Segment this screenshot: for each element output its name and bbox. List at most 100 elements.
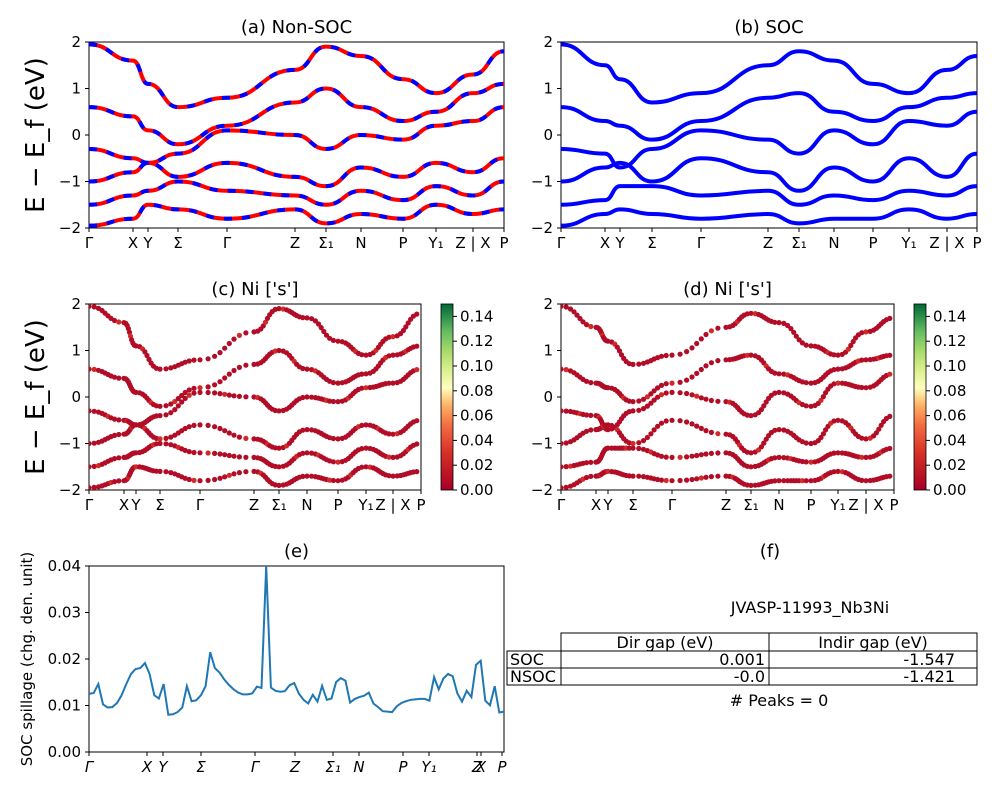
band-point — [563, 440, 569, 446]
band-point — [212, 476, 218, 483]
band-point — [776, 320, 782, 326]
band-point — [820, 394, 827, 400]
colorbar-tick-label: 0.00 — [460, 481, 493, 499]
band-point — [715, 358, 721, 364]
y-axis-label: SOC spillage (chg. den. unit) — [18, 552, 36, 767]
band-point — [212, 353, 218, 359]
band-point — [168, 410, 174, 416]
band-point — [330, 380, 336, 386]
band-point — [571, 309, 577, 315]
band-point — [677, 454, 683, 460]
x-tick-label: Z | X — [455, 234, 490, 252]
band-point — [186, 424, 192, 430]
band-point — [588, 380, 594, 386]
band-point — [808, 380, 814, 386]
band-point — [799, 478, 806, 484]
y-tick-label: −2 — [531, 219, 553, 237]
material-id: JVASP-11993_Nb3Ni — [730, 598, 889, 618]
band-point — [157, 413, 163, 419]
panel-title: (e) — [284, 541, 309, 562]
panel-c: (c) Ni ['s']210−1−2Γ X Y Σ Γ Z Σ₁ N P Y₁ Z | X PE −… — [21, 279, 493, 514]
band-point — [276, 464, 282, 470]
band-point — [863, 436, 869, 442]
x-tick-label: Z — [290, 234, 300, 252]
x-tick-label: Γ — [251, 758, 261, 776]
band-point — [186, 449, 192, 455]
band-point — [243, 469, 249, 475]
band-point — [630, 361, 636, 367]
band-point — [583, 474, 590, 481]
band-line — [561, 91, 977, 142]
x-tick-label: N — [301, 496, 312, 514]
band-point — [863, 385, 869, 391]
x-tick-label: Y — [158, 758, 169, 776]
band-point — [703, 451, 709, 457]
x-tick-label: Y₁ — [829, 496, 845, 514]
band-point — [626, 445, 632, 451]
band-point — [217, 350, 223, 356]
band-line — [89, 105, 504, 165]
colorbar-gradient — [913, 303, 927, 491]
band-point — [390, 473, 396, 479]
band-point — [304, 473, 310, 479]
band-point — [663, 454, 669, 460]
y-tick-label: 2 — [71, 33, 81, 51]
band-point — [89, 464, 92, 470]
x-tick-label: Γ — [85, 758, 95, 776]
band-point — [689, 453, 695, 459]
band-point — [236, 470, 242, 476]
band-point — [226, 452, 232, 459]
band-point — [231, 471, 237, 477]
band-point — [276, 445, 282, 451]
band-point — [808, 478, 814, 484]
colorbar-tick-label: 0.08 — [933, 382, 966, 400]
band-point — [359, 352, 365, 358]
band-point — [698, 336, 704, 342]
colorbar-tick-label: 0.14 — [933, 307, 966, 325]
band-point — [163, 403, 169, 409]
band-point — [580, 319, 586, 325]
band-point — [359, 371, 365, 377]
band-point — [808, 440, 814, 447]
band-point — [818, 397, 824, 403]
band-point — [191, 422, 197, 428]
band-point — [831, 469, 837, 475]
x-tick-label: P — [333, 496, 342, 514]
band-point — [835, 417, 841, 423]
band-point — [157, 440, 163, 447]
band-point — [663, 418, 669, 424]
band-point — [644, 434, 651, 441]
band-point — [414, 441, 420, 447]
x-tick-label: N — [773, 496, 784, 514]
y-tick-label: 1 — [543, 342, 553, 360]
band-point — [669, 380, 675, 386]
x-tick-label: Y₁ — [900, 234, 916, 252]
band-point — [630, 399, 636, 405]
band-point — [887, 413, 893, 419]
x-tick-label: Y — [602, 496, 613, 514]
band-point — [859, 330, 865, 336]
band-point — [236, 454, 242, 460]
y-tick-label: −1 — [59, 173, 81, 191]
band-point — [197, 422, 203, 428]
y-tick-label: 0 — [71, 388, 81, 406]
band-point — [330, 477, 336, 484]
band-point — [793, 333, 799, 339]
band-point — [414, 367, 420, 373]
band-point — [791, 329, 797, 335]
band-point — [703, 396, 709, 402]
x-tick-label: N — [353, 758, 364, 776]
y-tick-label: 2 — [71, 295, 81, 313]
x-tick-label: P — [398, 234, 407, 252]
band-point — [414, 311, 420, 317]
band-point — [561, 304, 564, 309]
band-point — [197, 389, 203, 395]
band-point — [684, 419, 690, 425]
band-point — [91, 484, 97, 490]
band-point — [863, 329, 869, 335]
band-point — [758, 444, 765, 450]
band-point — [684, 454, 690, 460]
band-point — [648, 400, 654, 406]
y-tick-label: 0 — [543, 126, 553, 144]
band-point — [588, 427, 594, 433]
